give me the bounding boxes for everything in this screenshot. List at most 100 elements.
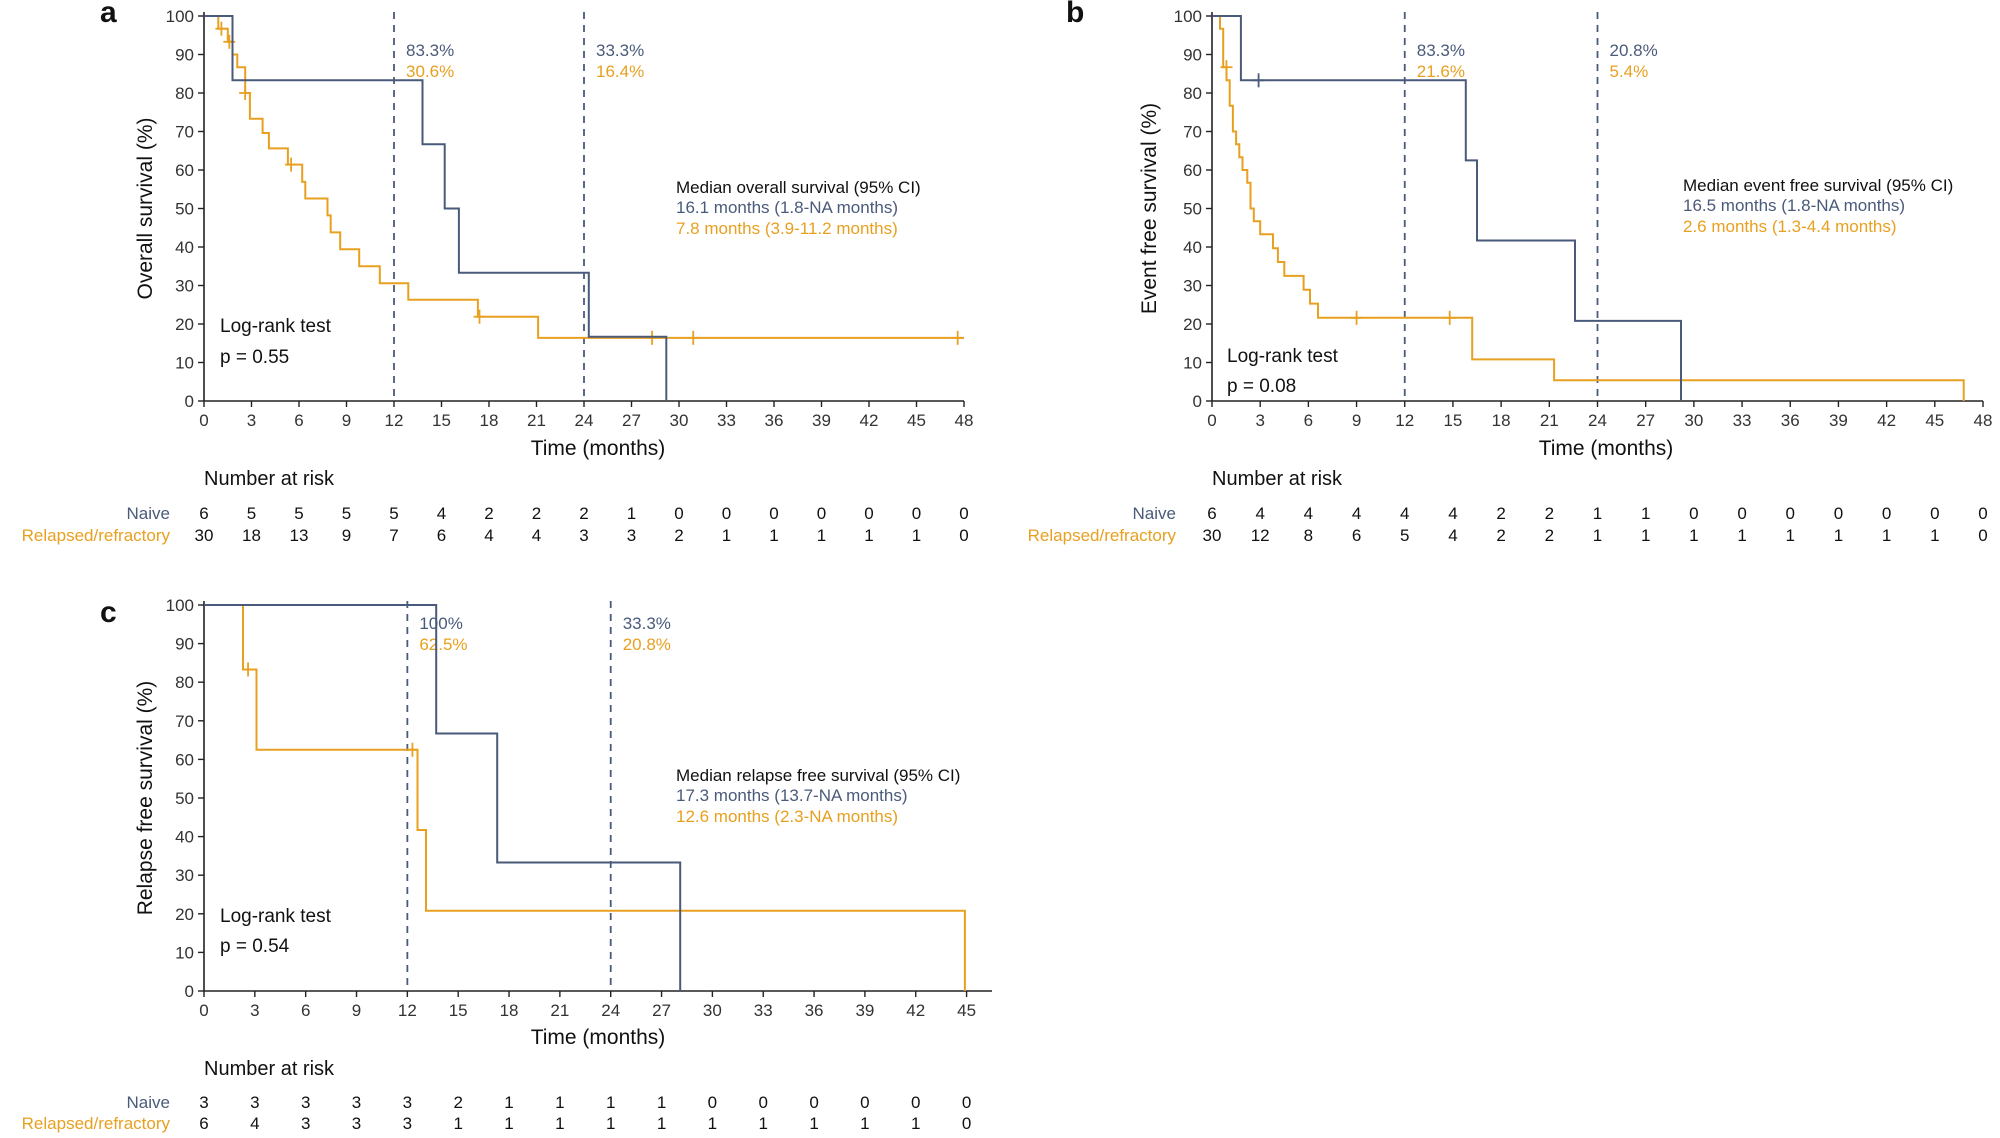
y-tick-label: 30 bbox=[175, 277, 194, 296]
risk-relapsed-count: 1 bbox=[817, 526, 826, 545]
relapsed-landmark-label: 30.6% bbox=[406, 62, 454, 81]
x-tick-label: 42 bbox=[1877, 411, 1896, 430]
x-axis-title: Time (months) bbox=[531, 1026, 666, 1049]
x-tick-label: 27 bbox=[652, 1001, 671, 1020]
p-value: p = 0.55 bbox=[220, 347, 289, 368]
y-tick-label: 90 bbox=[1183, 46, 1202, 65]
risk-naive-count: 1 bbox=[1593, 504, 1602, 523]
risk-naive-count: 1 bbox=[657, 1093, 666, 1112]
y-tick-label: 50 bbox=[175, 789, 194, 808]
y-tick-label: 20 bbox=[175, 905, 194, 924]
y-tick-label: 70 bbox=[1183, 123, 1202, 142]
risk-naive-count: 1 bbox=[1641, 504, 1650, 523]
median-relapsed: 7.8 months (3.9-11.2 months) bbox=[676, 219, 898, 238]
risk-naive-count: 0 bbox=[758, 1093, 767, 1112]
panel-label: b bbox=[1066, 0, 1084, 29]
x-tick-label: 6 bbox=[294, 411, 303, 430]
risk-naive-count: 0 bbox=[962, 1093, 971, 1112]
risk-relapsed-count: 2 bbox=[1496, 526, 1505, 545]
x-tick-label: 30 bbox=[703, 1001, 722, 1020]
naive-landmark-label: 83.3% bbox=[406, 41, 454, 60]
risk-naive-count: 2 bbox=[579, 504, 588, 523]
naive-survival-curve bbox=[204, 604, 682, 991]
x-tick-label: 21 bbox=[527, 411, 546, 430]
x-tick-label: 36 bbox=[1781, 411, 1800, 430]
risk-relapsed-count: 3 bbox=[627, 526, 636, 545]
risk-naive-count: 1 bbox=[606, 1093, 615, 1112]
y-tick-label: 20 bbox=[1183, 315, 1202, 334]
y-tick-label: 10 bbox=[175, 354, 194, 373]
x-tick-label: 0 bbox=[199, 1001, 208, 1020]
risk-relapsed-count: 12 bbox=[1251, 526, 1270, 545]
naive-landmark-label: 33.3% bbox=[596, 41, 644, 60]
risk-relapsed-count: 6 bbox=[437, 526, 446, 545]
risk-relapsed-count: 1 bbox=[1786, 526, 1795, 545]
x-tick-label: 18 bbox=[500, 1001, 519, 1020]
risk-naive-count: 0 bbox=[959, 504, 968, 523]
risk-table-title: Number at risk bbox=[1212, 468, 1343, 490]
risk-naive-count: 5 bbox=[389, 504, 398, 523]
x-tick-label: 3 bbox=[247, 411, 256, 430]
y-tick-label: 60 bbox=[1183, 161, 1202, 180]
risk-naive-count: 3 bbox=[352, 1093, 361, 1112]
naive-survival-curve bbox=[1212, 15, 1682, 401]
y-tick-label: 30 bbox=[1183, 277, 1202, 296]
risk-naive-count: 4 bbox=[1352, 504, 1361, 523]
risk-relapsed-count: 1 bbox=[1593, 526, 1602, 545]
x-tick-label: 36 bbox=[765, 411, 784, 430]
median-naive: 16.5 months (1.8-NA months) bbox=[1683, 196, 1905, 215]
y-tick-label: 40 bbox=[1183, 238, 1202, 257]
risk-naive-count: 3 bbox=[199, 1093, 208, 1112]
risk-naive-count: 0 bbox=[1786, 504, 1795, 523]
risk-relapsed-count: 30 bbox=[195, 526, 214, 545]
x-tick-label: 27 bbox=[622, 411, 641, 430]
risk-relapsed-label: Relapsed/refractory bbox=[1028, 526, 1177, 545]
y-tick-label: 10 bbox=[175, 943, 194, 962]
x-tick-label: 12 bbox=[385, 411, 404, 430]
median-relapsed: 2.6 months (1.3-4.4 months) bbox=[1683, 217, 1897, 236]
risk-naive-count: 4 bbox=[1304, 504, 1313, 523]
risk-relapsed-count: 0 bbox=[959, 526, 968, 545]
risk-naive-count: 3 bbox=[301, 1093, 310, 1112]
risk-relapsed-count: 1 bbox=[722, 526, 731, 545]
risk-relapsed-count: 1 bbox=[1737, 526, 1746, 545]
x-tick-label: 39 bbox=[812, 411, 831, 430]
x-tick-label: 15 bbox=[449, 1001, 468, 1020]
naive-landmark-label: 83.3% bbox=[1417, 41, 1465, 60]
risk-naive-count: 2 bbox=[484, 504, 493, 523]
risk-naive-count: 0 bbox=[864, 504, 873, 523]
risk-relapsed-count: 1 bbox=[1882, 526, 1891, 545]
risk-naive-count: 0 bbox=[860, 1093, 869, 1112]
risk-relapsed-count: 0 bbox=[1978, 526, 1987, 545]
risk-relapsed-count: 0 bbox=[962, 1114, 971, 1133]
risk-naive-label: Naive bbox=[127, 504, 170, 523]
relapsed-landmark-label: 62.5% bbox=[419, 635, 467, 654]
risk-naive-count: 0 bbox=[1689, 504, 1698, 523]
risk-relapsed-count: 4 bbox=[250, 1114, 259, 1133]
y-tick-label: 80 bbox=[175, 673, 194, 692]
risk-relapsed-count: 30 bbox=[1203, 526, 1222, 545]
risk-table-title: Number at risk bbox=[204, 1058, 335, 1080]
risk-naive-count: 0 bbox=[1930, 504, 1939, 523]
risk-naive-count: 5 bbox=[247, 504, 256, 523]
y-tick-label: 100 bbox=[1174, 7, 1202, 26]
x-tick-label: 45 bbox=[1925, 411, 1944, 430]
y-tick-label: 100 bbox=[166, 7, 194, 26]
risk-relapsed-count: 1 bbox=[912, 526, 921, 545]
y-tick-label: 10 bbox=[1183, 354, 1202, 373]
y-tick-label: 40 bbox=[175, 238, 194, 257]
median-title: Median overall survival (95% CI) bbox=[676, 178, 921, 197]
risk-naive-count: 4 bbox=[1255, 504, 1264, 523]
relapsed-landmark-label: 16.4% bbox=[596, 62, 644, 81]
median-naive: 17.3 months (13.7-NA months) bbox=[676, 786, 908, 805]
y-axis-title: Relapse free survival (%) bbox=[134, 681, 157, 916]
median-title: Median relapse free survival (95% CI) bbox=[676, 766, 960, 785]
relapsed-landmark-label: 21.6% bbox=[1417, 62, 1465, 81]
risk-relapsed-count: 13 bbox=[290, 526, 309, 545]
risk-naive-count: 0 bbox=[769, 504, 778, 523]
x-tick-label: 18 bbox=[480, 411, 499, 430]
risk-naive-count: 2 bbox=[1496, 504, 1505, 523]
risk-relapsed-count: 7 bbox=[389, 526, 398, 545]
